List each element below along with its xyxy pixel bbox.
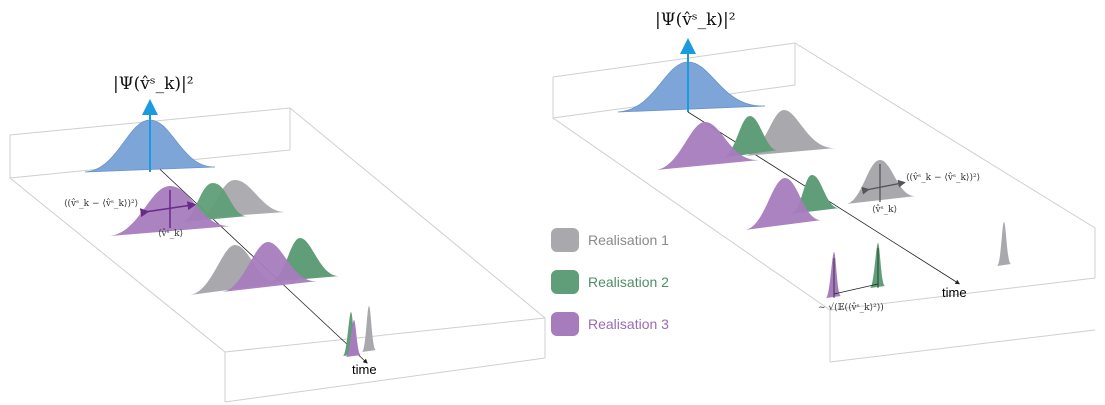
left-spread-arrow	[139, 201, 197, 218]
right-panel	[552, 38, 1096, 363]
left-time-label: time	[352, 362, 377, 377]
left-spread-label: ⟨(v̂ˢ_k − ⟨v̂ˢ_k⟩)²⟩	[64, 199, 139, 209]
left-mean-label: ⟨v̂ˢ_k⟩	[158, 229, 184, 239]
legend-swatch	[551, 270, 579, 294]
legend-swatch	[551, 228, 579, 252]
left-slice3-purple	[222, 242, 318, 292]
left-panel	[9, 99, 546, 403]
right-final-grey	[997, 222, 1011, 266]
right-mean-label: ⟨v̂ˢ_k⟩	[872, 205, 898, 215]
legend-item-realisation-3: Realisation 3	[551, 312, 669, 336]
right-slice2-green	[722, 116, 778, 158]
right-box	[552, 42, 1096, 363]
right-initial-gaussian	[617, 61, 766, 113]
right-slice3-purple	[745, 178, 822, 230]
legend-swatch	[551, 312, 579, 336]
legend-item-realisation-2: Realisation 2	[551, 270, 669, 294]
right-final-green	[870, 243, 885, 288]
right-scaling-label: ∼ √(𝔼(⟨v̂ˢ_k⟩²))	[818, 303, 884, 313]
left-axis-label: |Ψ(v̂ˢ_k)|²	[113, 74, 194, 94]
legend-label: Realisation 1	[588, 232, 669, 248]
right-scaling-line	[833, 283, 879, 295]
legend-item-realisation-1: Realisation 1	[551, 228, 669, 252]
right-axis-label: |Ψ(v̂ˢ_k)|²	[655, 10, 736, 30]
legend-label: Realisation 3	[588, 316, 669, 332]
left-final-grey	[362, 306, 376, 352]
right-time-label: time	[942, 285, 967, 300]
right-final-purple	[826, 252, 841, 298]
right-spread-label: ⟨(v̂ˢ_k − ⟨v̂ˢ_k⟩)²⟩	[906, 173, 981, 183]
legend-label: Realisation 2	[588, 274, 669, 290]
left-final-purple	[346, 320, 361, 357]
right-spread-arrow	[861, 179, 906, 195]
right-slice2-purple	[656, 122, 760, 170]
